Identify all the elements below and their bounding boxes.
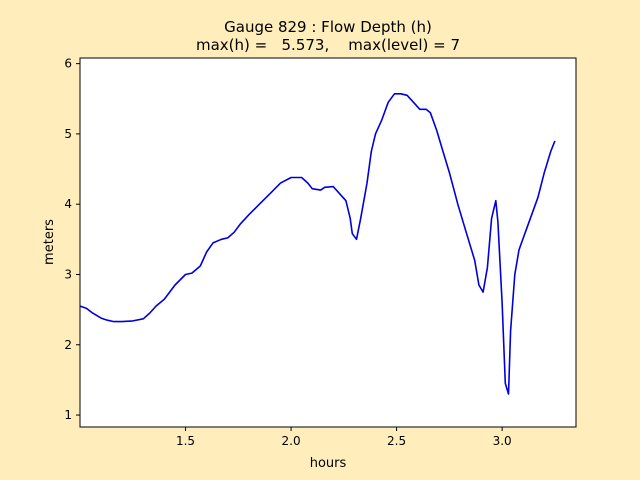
x-tick-label: 3.0 bbox=[493, 434, 512, 448]
flow-depth-series-line bbox=[79, 93, 556, 395]
x-axis-label: hours bbox=[310, 456, 347, 471]
y-tick-label: 1 bbox=[64, 408, 72, 422]
y-axis-label: meters bbox=[42, 219, 57, 265]
x-tick-label: 2.0 bbox=[282, 434, 301, 448]
x-axis-ticks: 1.5 2.0 2.5 3.0 bbox=[176, 427, 512, 448]
y-tick-label: 3 bbox=[64, 267, 72, 281]
y-tick-label: 6 bbox=[64, 57, 72, 71]
y-tick-label: 2 bbox=[64, 338, 72, 352]
x-tick-label: 1.5 bbox=[176, 434, 195, 448]
chart-title-line2: max(h) = 5.573, max(level) = 7 bbox=[196, 36, 460, 54]
chart-title-line1: Gauge 829 : Flow Depth (h) bbox=[224, 18, 432, 36]
plot-area bbox=[80, 58, 576, 427]
y-axis-ticks: 1 2 3 4 5 6 bbox=[64, 57, 80, 422]
y-tick-label: 4 bbox=[64, 197, 72, 211]
plot-frame bbox=[79, 57, 577, 428]
y-tick-label: 5 bbox=[64, 127, 72, 141]
x-tick-label: 2.5 bbox=[387, 434, 406, 448]
chart-title: Gauge 829 : Flow Depth (h) max(h) = 5.57… bbox=[196, 18, 460, 54]
